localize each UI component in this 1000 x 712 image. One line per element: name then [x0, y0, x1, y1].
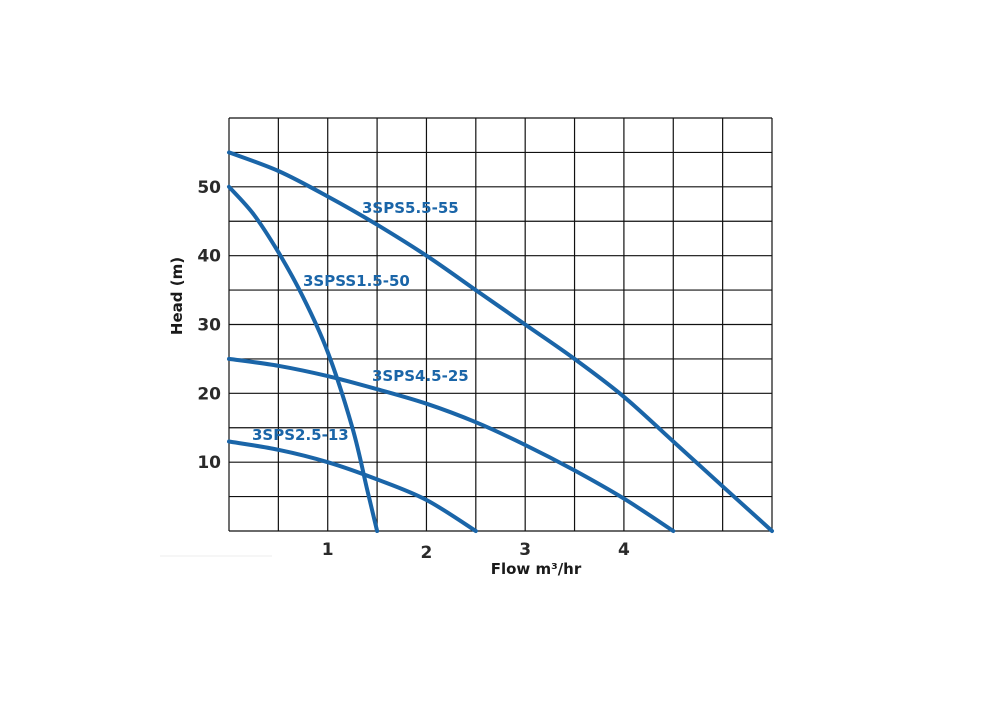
- x-axis-label: Flow m³/hr: [491, 560, 582, 578]
- grid: [228, 117, 773, 532]
- series-line-3sps5.5-55: [227, 150, 774, 533]
- y-tick-label: 20: [197, 384, 221, 404]
- x-tick-label: 4: [618, 540, 630, 560]
- y-tick-label: 50: [197, 178, 221, 198]
- y-tick-label: 10: [197, 453, 221, 473]
- tick-labels: 1 2 3 4 10 20 30 40 50: [197, 178, 630, 563]
- series-label-3sps5.5-55: 3SPS5.5-55: [362, 199, 459, 217]
- y-tick-label: 30: [197, 316, 221, 336]
- series-labels: 3SPS5.5-55 3SPSS1.5-50 3SPS4.5-25 3SPS2.5-1…: [252, 199, 469, 444]
- x-tick-label: 1: [322, 540, 334, 560]
- series-line-3sps4.5-25: [227, 356, 676, 533]
- series-label-3spss1.5-50: 3SPSS1.5-50: [303, 272, 410, 290]
- x-tick-label: 2: [421, 543, 433, 563]
- y-tick-label: 40: [197, 247, 221, 267]
- series-line-3spss1.5-50: [227, 184, 380, 533]
- series-label-3sps4.5-25: 3SPS4.5-25: [372, 367, 469, 385]
- y-axis-label: Head (m): [168, 257, 186, 335]
- x-tick-label: 3: [519, 540, 531, 560]
- pump-curves: [227, 150, 774, 533]
- series-label-3sps2.5-13: 3SPS2.5-13: [252, 426, 349, 444]
- series-line-3sps2.5-13: [227, 439, 478, 533]
